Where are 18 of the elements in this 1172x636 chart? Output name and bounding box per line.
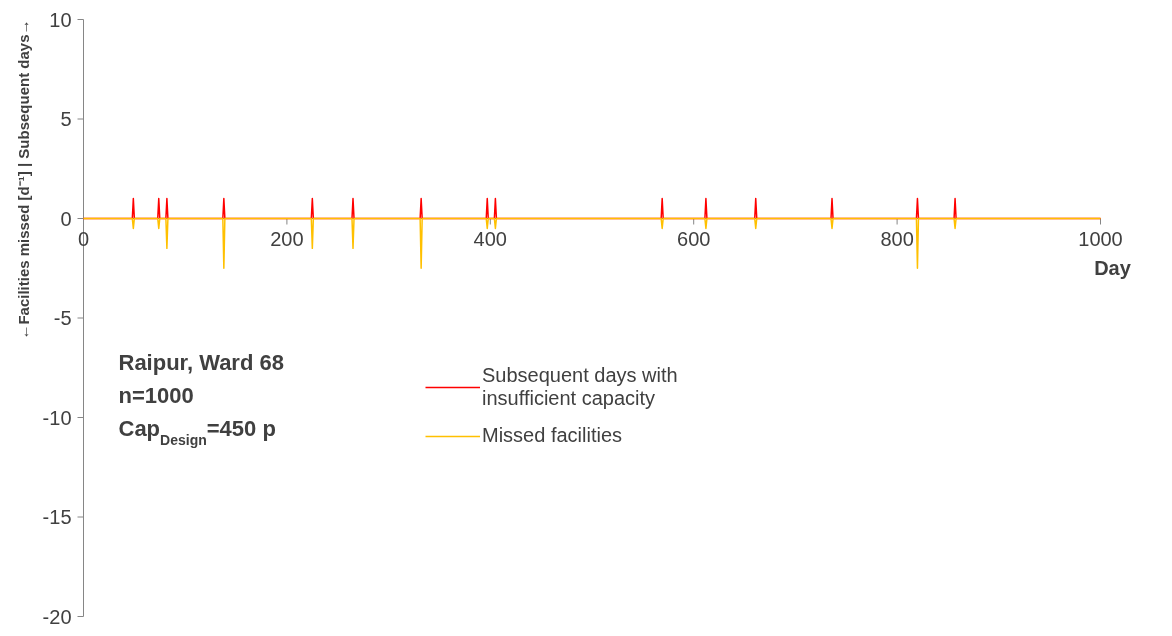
annotation: n=1000 (118, 382, 194, 408)
x-axis-title: Day (1094, 256, 1132, 279)
y-tick-label: -15 (42, 506, 72, 528)
legend-label: Subsequent days with insufficient capacity (482, 364, 678, 410)
legend-label: Missed facilities (482, 424, 623, 447)
y-tick-label: 5 (60, 108, 72, 130)
y-tick-label: 10 (49, 8, 72, 31)
y-tick-label: 0 (60, 207, 72, 230)
y-tick-label: -5 (53, 307, 72, 329)
x-tick-label: 200 (270, 227, 304, 250)
x-tick-label: 800 (880, 227, 914, 250)
y-tick-label: -10 (42, 406, 72, 429)
x-tick-label: 1000 (1078, 227, 1123, 250)
y-axis-title: ←Facilities missed [d⁻¹] | Subsequent days→ (15, 19, 32, 340)
annotation: Raipur, Ward 68 (118, 349, 284, 375)
x-tick-label: 400 (473, 227, 507, 250)
y-tick-label: -20 (42, 605, 72, 628)
x-tick-label: 600 (677, 227, 711, 250)
